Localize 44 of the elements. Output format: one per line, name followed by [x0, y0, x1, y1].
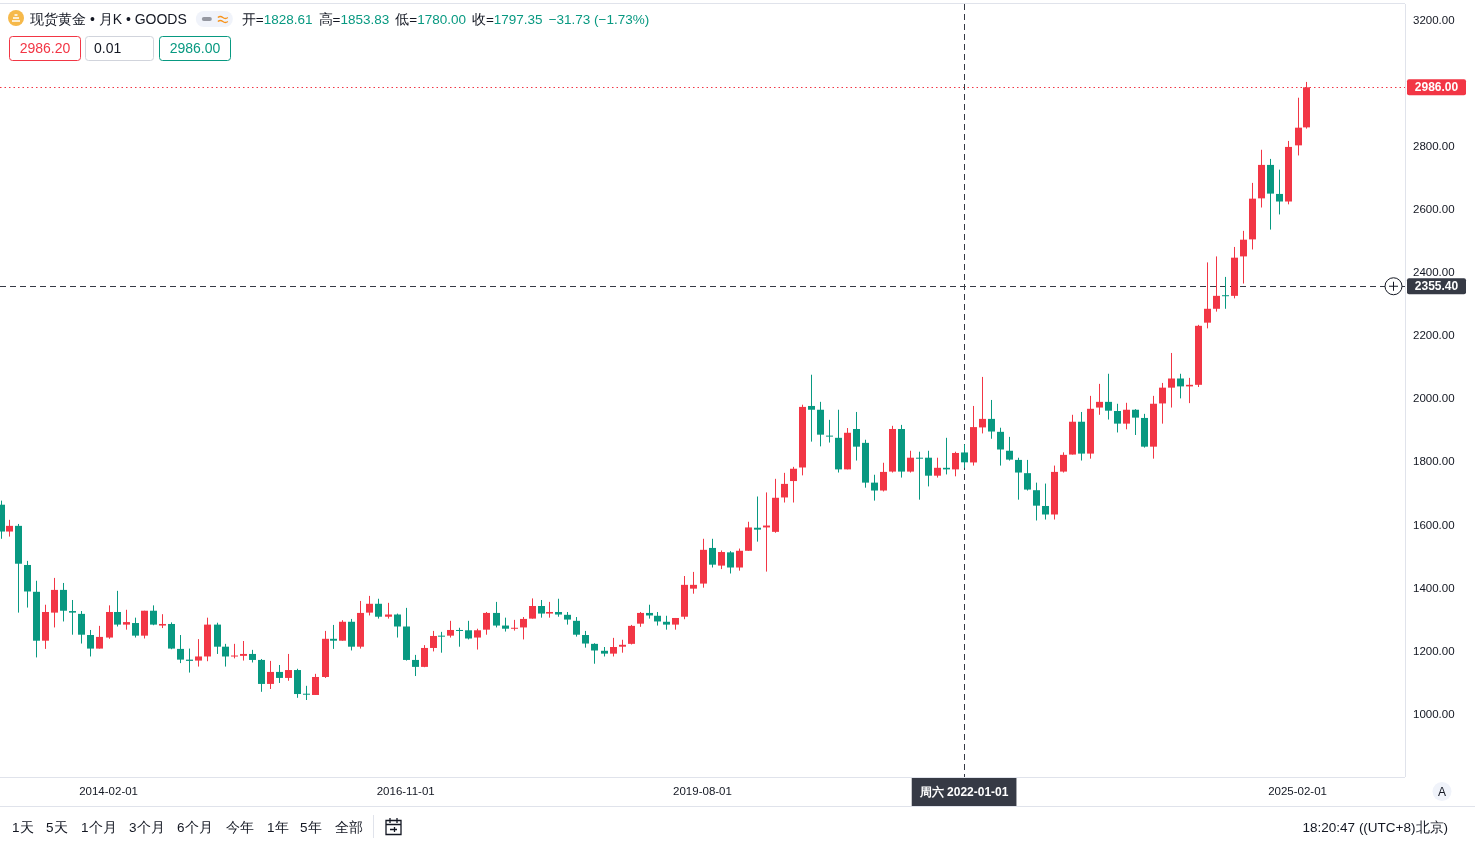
range-label: 1天	[12, 820, 34, 835]
range-label: 今年	[226, 820, 254, 835]
x-tick-label: 2016-11-01	[376, 785, 435, 797]
price-axis-label: 2986.00	[1407, 79, 1466, 96]
range-label: 5年	[300, 820, 322, 835]
ohlc-value: 收=1797.35	[471, 11, 543, 27]
clock-label: 18:20:47 ((UTC+8)北京)	[1302, 820, 1448, 835]
ref-line-label: 2355.40	[1414, 279, 1459, 294]
time-axis-label: 周六 2022-01-01	[911, 778, 1017, 806]
range-label: 全部	[335, 820, 363, 835]
range-label: 5天	[46, 820, 68, 835]
y-tick-label: 2000.00	[1413, 392, 1455, 405]
y-tick-label: 1600.00	[1413, 518, 1455, 531]
annotation: 0.01	[94, 40, 122, 56]
y-tick-label: 1200.00	[1413, 644, 1455, 657]
scale-mode-button: A	[1432, 782, 1452, 801]
y-tick-label: 2400.00	[1413, 266, 1455, 279]
y-tick-label: 2600.00	[1413, 203, 1455, 216]
range-label: 1年	[267, 820, 289, 835]
ohlc-value: 高=1853.83	[318, 11, 390, 27]
ohlc-value: −31.73 (−1.73%)	[548, 11, 650, 27]
range-label: 3个月	[129, 820, 165, 835]
annotation: 2986.00	[169, 40, 221, 56]
chart-title: 现货黄金 • 月K • GOODS	[30, 10, 187, 27]
y-tick-label: 1800.00	[1413, 455, 1455, 468]
x-tick-label: 2014-02-01	[79, 785, 138, 797]
y-tick-label: 1000.00	[1413, 707, 1455, 720]
annotation: 2986.20	[19, 40, 71, 56]
x-tick-label: 2019-08-01	[673, 785, 732, 797]
y-tick-label: 1400.00	[1413, 581, 1455, 594]
ref-line-label: 2986.00	[1414, 80, 1459, 95]
x-tick-label: 2025-02-01	[1268, 785, 1327, 797]
ohlc-value: 低=1780.00	[395, 11, 466, 27]
range-label: 1个月	[81, 820, 117, 835]
quote-box: 2986.00	[159, 36, 231, 61]
price-axis-label: 2355.40	[1407, 278, 1466, 295]
ref-line-label: 周六 2022-01-01	[918, 785, 1009, 799]
range-label: 6个月	[177, 820, 213, 835]
y-tick-label: 2200.00	[1413, 329, 1455, 342]
quote-box: 0.01	[85, 36, 154, 61]
y-tick-label: 3200.00	[1413, 13, 1455, 26]
quote-box: 2986.20	[9, 36, 81, 61]
y-tick-label: 2800.00	[1413, 140, 1455, 152]
ohlc-value: 开=1828.61	[241, 11, 313, 27]
